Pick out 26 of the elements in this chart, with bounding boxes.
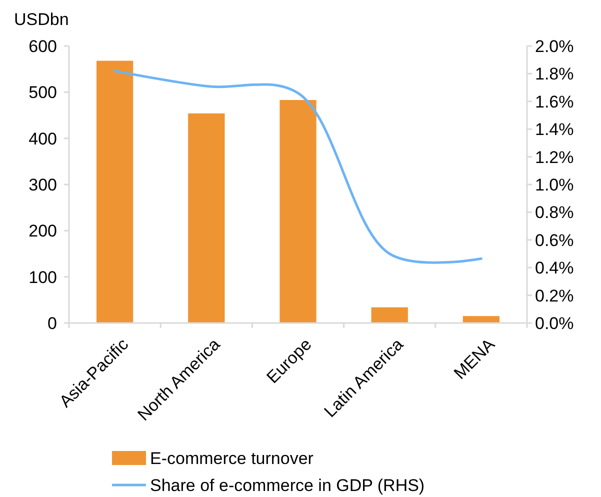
y-tick-label: 300 <box>28 175 57 194</box>
y2-tick-label: 0.0% <box>535 314 574 333</box>
y-tick-label: 600 <box>28 36 57 56</box>
bar <box>371 307 408 323</box>
y-axis-title: USDbn <box>14 10 69 29</box>
y2-tick-label: 0.4% <box>535 258 574 278</box>
bar <box>96 60 134 323</box>
bar <box>280 100 316 323</box>
y2-tick-label: 1.0% <box>535 175 574 194</box>
y-tick-label: 500 <box>28 83 57 102</box>
y-tick-label: 200 <box>28 222 57 241</box>
bar <box>462 316 500 323</box>
y2-tick-label: 2.0% <box>535 36 574 56</box>
legend-label: E-commerce turnover <box>150 449 314 468</box>
y2-tick-label: 1.8% <box>535 64 574 84</box>
y-tick-label: 0 <box>48 314 57 333</box>
y-tick-label: 400 <box>28 129 57 148</box>
y2-tick-label: 0.8% <box>535 203 574 222</box>
y-tick-label: 100 <box>28 268 57 287</box>
bar <box>188 113 225 323</box>
y2-tick-label: 1.4% <box>535 120 574 140</box>
y2-tick-label: 0.6% <box>535 230 574 250</box>
y2-tick-label: 0.2% <box>535 286 574 306</box>
y2-tick-label: 1.2% <box>535 148 574 167</box>
y2-tick-label: 1.6% <box>535 92 574 112</box>
legend-label: Share of e-commerce in GDP (RHS) <box>150 476 425 495</box>
